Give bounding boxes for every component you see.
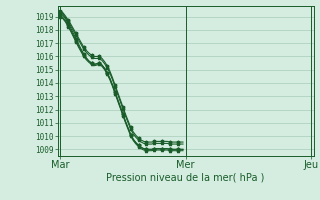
X-axis label: Pression niveau de la mer( hPa ): Pression niveau de la mer( hPa ) — [107, 173, 265, 183]
